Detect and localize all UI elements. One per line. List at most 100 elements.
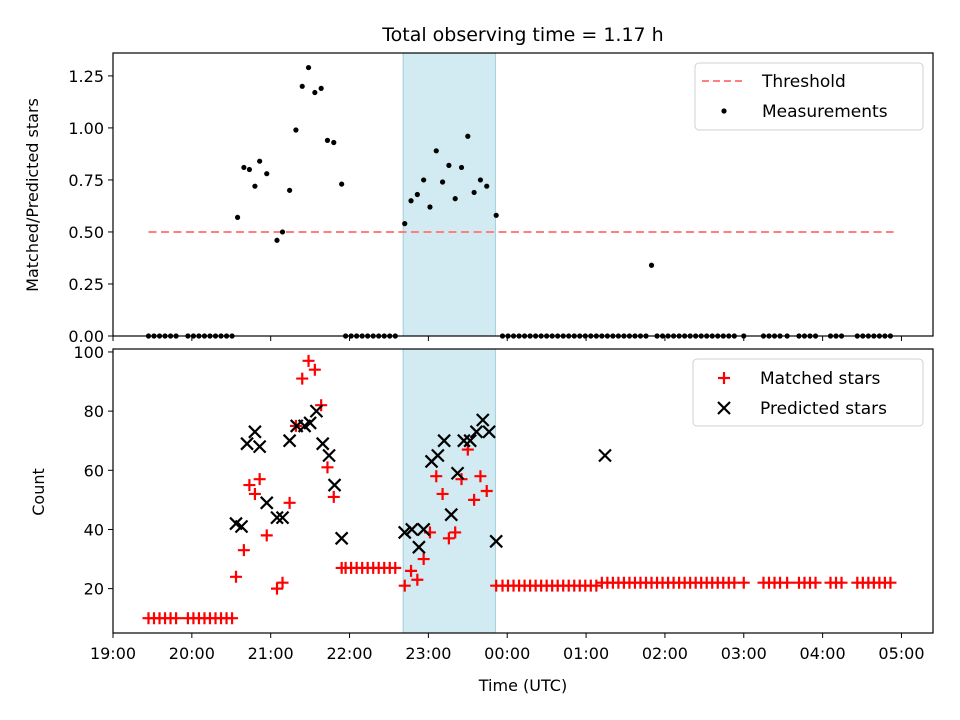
- top-panel: 0.00 0.25 0.50 0.75 1.00 1.25 Matched/Predict…: [23, 52, 934, 346]
- predicted-point: [457, 433, 471, 448]
- matched-point: [411, 573, 424, 586]
- predicted-point: [489, 534, 503, 549]
- measurement-point: [274, 237, 280, 243]
- x-tick-label: 01:00: [563, 644, 609, 663]
- matched-point: [436, 487, 449, 500]
- matched-point: [590, 579, 603, 592]
- x-tick-label: 22:00: [326, 644, 372, 663]
- x-tick-label: 00:00: [484, 644, 530, 663]
- measurement-point: [421, 177, 427, 183]
- predicted-point: [416, 522, 431, 537]
- measurement-point: [252, 183, 258, 189]
- legend-matched-label: Matched stars: [760, 369, 880, 389]
- y-tick-label: 80: [84, 402, 104, 421]
- matched-point: [321, 461, 334, 474]
- matched-point: [398, 579, 411, 592]
- matched-point: [170, 612, 183, 625]
- bottom-panel: 20 40 60 80 100 19:00 20:00 21:00 22:00 23:00 00:0…: [29, 343, 934, 695]
- matched-point: [835, 576, 848, 589]
- matched-point: [248, 487, 261, 500]
- predicted-point: [463, 433, 477, 448]
- predicted-point: [482, 425, 496, 439]
- measurement-point: [293, 127, 299, 133]
- measurement-point: [648, 262, 655, 268]
- measurement-point: [408, 198, 414, 204]
- predicted-point: [405, 522, 419, 537]
- measurement-point: [287, 187, 293, 193]
- measurement-point: [318, 85, 324, 91]
- y-tick-label: 1.00: [68, 119, 104, 138]
- matched-point: [417, 553, 430, 566]
- measurement-point: [312, 89, 318, 96]
- count-points: [142, 354, 897, 625]
- matched-point: [243, 479, 256, 492]
- y-tick-label: 20: [84, 580, 104, 599]
- measurement-point: [484, 183, 490, 189]
- x-tick-label: 20:00: [169, 644, 215, 663]
- measurement-point: [471, 189, 477, 196]
- legend-predicted-label: Predicted stars: [760, 399, 887, 419]
- measurement-point: [305, 64, 312, 71]
- legend-top: Threshold Measurements: [694, 62, 924, 131]
- x-tick-label: 04:00: [800, 644, 846, 663]
- measurement-point: [324, 137, 331, 143]
- y-tick-label: 0.00: [68, 327, 104, 346]
- x-tick-label: 23:00: [405, 644, 451, 663]
- legend-measurements-swatch: [721, 108, 727, 114]
- measurement-point: [427, 204, 433, 210]
- predicted-point: [240, 436, 254, 451]
- matched-point: [302, 354, 315, 367]
- bottom-ylabel: Count: [29, 468, 48, 516]
- matched-point: [474, 470, 487, 483]
- matched-point: [468, 493, 481, 506]
- xlabel: Time (UTC): [478, 676, 567, 695]
- legend-matched-swatch: [718, 372, 730, 384]
- matched-point: [308, 363, 321, 376]
- predicted-point: [248, 425, 262, 439]
- y-tick-label: 60: [84, 461, 104, 480]
- x-tick-label: 19:00: [90, 644, 136, 663]
- predicted-point: [303, 416, 317, 430]
- measurement-point: [433, 148, 439, 154]
- measurement-point: [257, 158, 263, 164]
- measurement-point: [331, 139, 337, 146]
- y-tick-label: 0.75: [68, 171, 104, 190]
- matched-point: [781, 576, 794, 589]
- predicted-point: [315, 436, 330, 451]
- measurement-point: [241, 164, 247, 171]
- matched-point: [296, 372, 309, 385]
- matched-point: [480, 485, 493, 497]
- measurement-point: [234, 214, 241, 220]
- y-tick-label: 0.50: [68, 223, 104, 242]
- y-tick-label: 100: [73, 343, 104, 362]
- predicted-point: [437, 433, 451, 448]
- measurement-point: [477, 177, 484, 183]
- predicted-point: [259, 496, 274, 510]
- matched-point: [260, 529, 273, 542]
- predicted-point: [397, 525, 412, 540]
- measurement-point: [452, 196, 458, 202]
- top-ylabel: Matched/Predicted stars: [23, 98, 42, 292]
- legend-bottom: Matched stars Predicted stars: [692, 358, 924, 427]
- matched-point: [449, 526, 462, 539]
- predicted-point: [469, 425, 484, 439]
- measurement-point: [264, 171, 270, 177]
- predicted-point: [476, 413, 490, 427]
- measurement-point: [465, 133, 471, 139]
- predicted-point: [334, 531, 349, 546]
- matched-point: [271, 582, 283, 595]
- measurement-point: [279, 229, 286, 235]
- legend-bottom-box: [692, 358, 924, 427]
- legend-top-box: [694, 62, 924, 131]
- measurement-point: [339, 181, 345, 187]
- matched-point: [737, 576, 750, 589]
- matched-point: [230, 570, 242, 583]
- measurement-point: [246, 166, 253, 173]
- matched-point: [276, 576, 289, 589]
- legend-threshold-label: Threshold: [761, 72, 846, 92]
- measurement-point: [493, 212, 499, 218]
- predicted-point: [450, 466, 465, 481]
- x-tick-label: 02:00: [642, 644, 688, 663]
- matched-point: [389, 561, 402, 574]
